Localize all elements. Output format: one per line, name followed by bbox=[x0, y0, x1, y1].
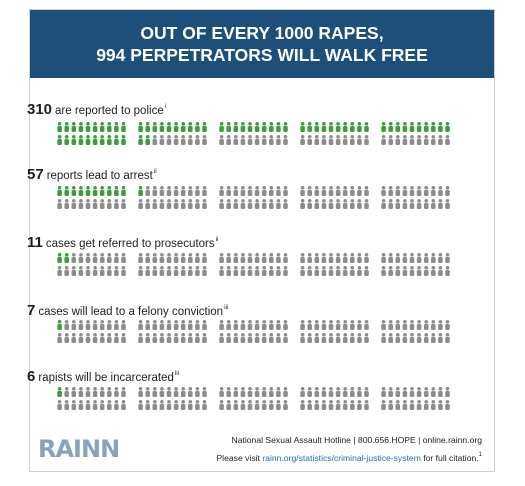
prosecutors-count: 11 bbox=[27, 234, 43, 251]
header-banner: OUT OF EVERY 1000 RAPES, 994 PERPETRATOR… bbox=[30, 10, 494, 78]
visit-suffix: for full citation. bbox=[420, 453, 479, 463]
row-label-prosecutors: 11 cases get referred to prosecutorsii bbox=[27, 234, 219, 251]
arrest-count: 57 bbox=[27, 166, 44, 183]
prosecutors-note: ii bbox=[215, 236, 219, 243]
arrest-note: ii bbox=[153, 168, 157, 175]
citation-mark: 1 bbox=[478, 452, 482, 458]
incarcerated-text: rapists will be incarcerated bbox=[38, 372, 174, 384]
reported-note: i bbox=[164, 103, 167, 110]
headline-line-2: 994 PERPETRATORS WILL WALK FREE bbox=[96, 45, 428, 65]
row-label-conviction: 7 cases will lead to a felony convictioni… bbox=[27, 302, 228, 319]
incarcerated-note: iii bbox=[174, 370, 180, 377]
conviction-text: cases will lead to a felony conviction bbox=[38, 306, 224, 318]
row-label-arrest: 57 reports lead to arrestii bbox=[27, 166, 157, 183]
visit-prefix: Please visit bbox=[216, 453, 263, 463]
reported-count: 310 bbox=[27, 101, 53, 118]
conviction-note: iii bbox=[224, 304, 229, 311]
conviction-count: 7 bbox=[27, 302, 36, 319]
prosecutors-text: cases get referred to prosecutors bbox=[45, 238, 215, 250]
arrest-text: reports lead to arrest bbox=[46, 170, 153, 182]
headline-line-1: OUT OF EVERY 1000 RAPES, bbox=[140, 23, 384, 43]
citation-note: Please visit rainn.org/statistics/crimin… bbox=[216, 452, 482, 463]
reported-text: are reported to police bbox=[55, 105, 164, 117]
citation-link[interactable]: rainn.org/statistics/criminal-justice-sy… bbox=[262, 453, 421, 463]
row-label-reported: 310 are reported to policei bbox=[27, 101, 166, 118]
hotline-text: National Sexual Assault Hotline | 800.65… bbox=[231, 435, 483, 445]
incarcerated-count: 6 bbox=[27, 368, 36, 385]
row-label-incarcerated: 6 rapists will be incarceratediii bbox=[27, 368, 179, 385]
rainn-logo: RAINN bbox=[38, 435, 120, 463]
